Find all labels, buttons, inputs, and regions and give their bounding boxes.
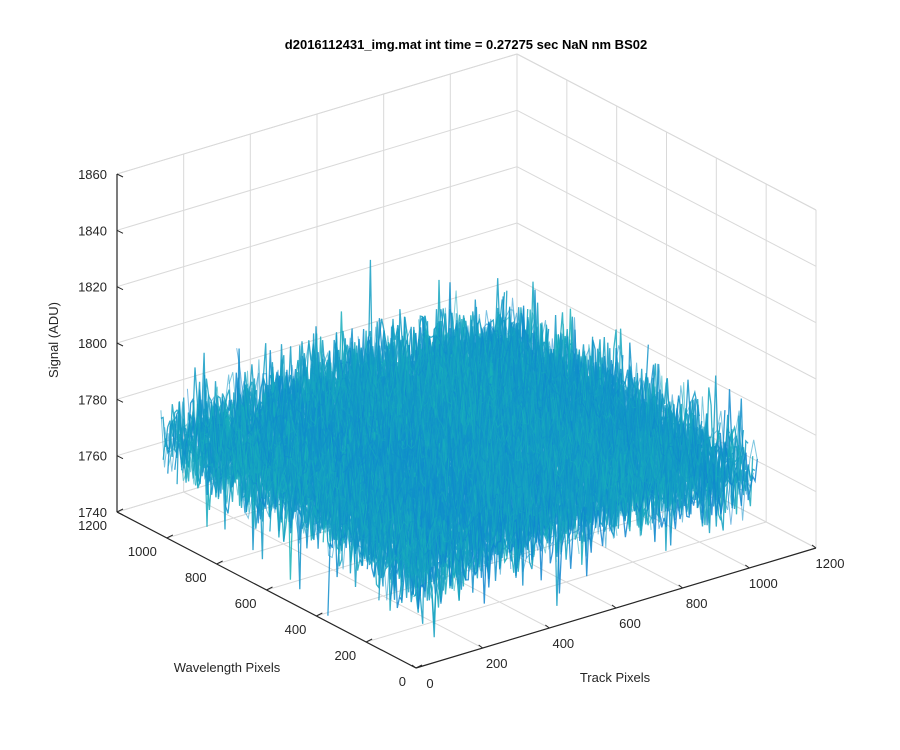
z-tick-label: 1840 [78,223,107,238]
z-tick-mark [116,229,124,234]
y-tick-label: 0 [399,674,406,689]
x-tick-label: 400 [552,636,574,651]
y-tick-mark [116,508,124,513]
y-tick-mark [266,586,273,591]
z-tick-mark [116,455,124,460]
x-tick-mark [611,604,617,609]
grid-line [516,166,817,324]
y-tick-label: 600 [235,596,257,611]
z-tick-label: 1860 [78,167,107,182]
x-tick-label: 1000 [749,576,778,591]
z-tick-label: 1780 [78,392,107,407]
y-tick-label: 1000 [128,544,157,559]
chart-title: d2016112431_img.mat int time = 0.27275 s… [285,37,647,52]
z-tick-mark [116,286,124,291]
grid-line [516,278,817,436]
x-tick-label: 600 [619,616,641,631]
y-tick-mark [365,638,373,643]
y-axis-label: Wavelength Pixels [174,660,281,675]
surface-trace [456,313,713,509]
z-tick-mark [116,173,124,178]
x-tick-label: 0 [426,676,433,691]
grid-line [516,109,817,267]
z-tick-label: 1740 [78,505,107,520]
z-tick-label: 1820 [78,280,107,295]
z-axis-label: Signal (ADU) [46,302,61,378]
grid-line [116,222,518,344]
x-axis-label: Track Pixels [580,670,651,685]
z-tick-mark [116,398,124,403]
grid-line [116,166,518,288]
axis-lines [116,53,817,669]
x-tick-mark [811,544,817,549]
z-tick-mark [116,342,124,347]
x-tick-mark [411,664,417,669]
y-tick-label: 1200 [78,518,107,533]
x-tick-label: 1200 [816,556,845,571]
x-tick-mark [545,624,550,629]
surface-trace [497,312,754,521]
surface-trace [501,309,758,495]
z-tick-label: 1760 [78,449,107,464]
y-tick-mark [415,664,423,669]
x-tick-mark [478,644,483,649]
tick-labels: 0 200 400 600 800 1000 1200 0 200 400 600 800 1000 12… [78,167,844,691]
box-edge [516,53,817,211]
y-tick-mark [216,560,223,565]
x-tick-label: 800 [686,596,708,611]
x-tick-label: 200 [486,656,508,671]
x-tick-mark [678,584,683,589]
z-tick-label: 1800 [78,336,107,351]
y-tick-label: 800 [185,570,207,585]
surface-mesh [160,259,758,638]
surface-trace [490,316,747,472]
grid-line [516,222,817,380]
x-tick-mark [745,564,750,569]
grid-line [116,109,518,231]
y-tick-label: 400 [285,622,307,637]
surface-trace [240,380,497,572]
y-tick-label: 200 [334,648,356,663]
y-tick-mark [316,612,323,617]
z-tick-mark [116,511,124,516]
box-edge [116,53,518,175]
y-tick-mark [166,534,174,539]
